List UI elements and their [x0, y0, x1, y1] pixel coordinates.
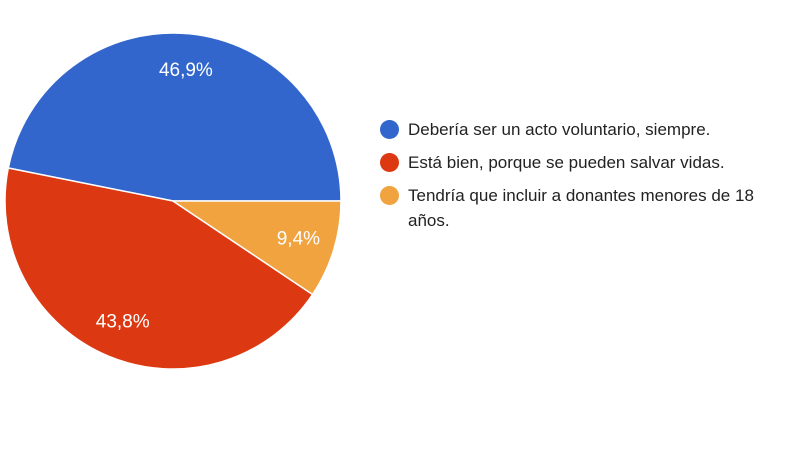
- legend-item-menores[interactable]: Tendría que incluir a donantes menores d…: [380, 183, 780, 233]
- legend-label-voluntario: Debería ser un acto voluntario, siempre.: [408, 120, 711, 139]
- pie-slice-salvar-vidas[interactable]: [4, 167, 314, 370]
- pie-slice-label-voluntario: 46,9%: [159, 60, 213, 81]
- legend-swatch-salvar-vidas: [380, 153, 399, 172]
- pie-slice-label-salvar-vidas: 43,8%: [96, 312, 150, 333]
- pie-slice-labels: 46,9% 43,8% 9,4%: [96, 60, 320, 332]
- legend-label-menores: Tendría que incluir a donantes menores d…: [408, 186, 754, 230]
- legend: Debería ser un acto voluntario, siempre.…: [380, 117, 780, 241]
- legend-item-voluntario[interactable]: Debería ser un acto voluntario, siempre.: [380, 117, 780, 142]
- legend-swatch-menores: [380, 186, 399, 205]
- legend-label-salvar-vidas: Está bien, porque se pueden salvar vidas…: [408, 153, 725, 172]
- pie-slice-menores[interactable]: [170, 200, 342, 296]
- pie-slices: [4, 32, 342, 370]
- pie-slice-label-menores: 9,4%: [277, 229, 320, 250]
- legend-swatch-voluntario: [380, 120, 399, 139]
- legend-item-salvar-vidas[interactable]: Está bien, porque se pueden salvar vidas…: [380, 150, 780, 175]
- pie-slice-voluntario[interactable]: [7, 32, 342, 202]
